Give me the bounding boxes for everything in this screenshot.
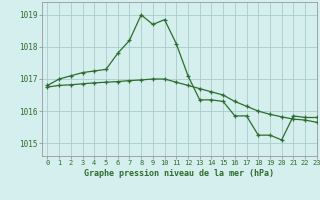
- X-axis label: Graphe pression niveau de la mer (hPa): Graphe pression niveau de la mer (hPa): [84, 169, 274, 178]
